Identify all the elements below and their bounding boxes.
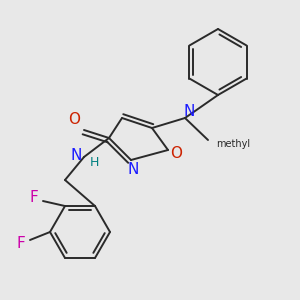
Text: N: N bbox=[70, 148, 82, 163]
Text: H: H bbox=[89, 157, 99, 169]
Text: N: N bbox=[127, 163, 139, 178]
Text: N: N bbox=[183, 104, 195, 119]
Text: O: O bbox=[68, 112, 80, 128]
Text: O: O bbox=[170, 146, 182, 161]
Text: methyl: methyl bbox=[216, 139, 250, 149]
Text: F: F bbox=[16, 236, 26, 251]
Text: F: F bbox=[30, 190, 38, 205]
